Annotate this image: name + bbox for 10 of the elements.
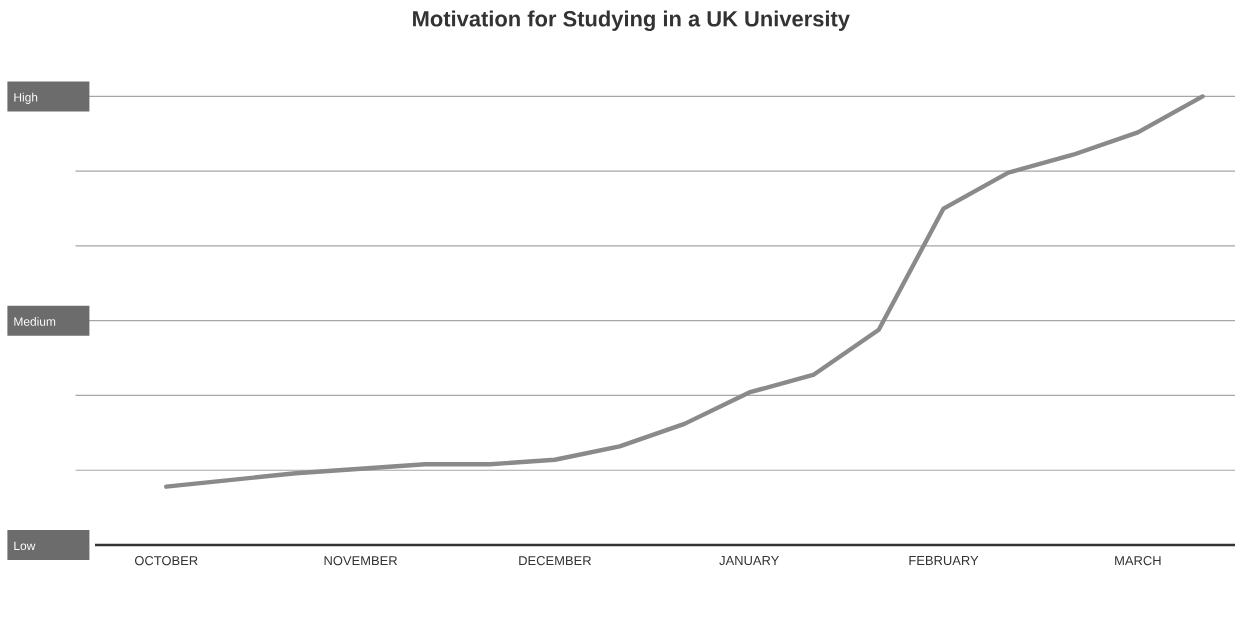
x-tick-label: NOVEMBER: [324, 556, 398, 566]
x-tick-label: MARCH: [1115, 556, 1161, 566]
text: Medium: [14, 317, 56, 326]
x-tick-label: JANUARY: [719, 556, 780, 566]
text: High: [14, 92, 38, 104]
text: Low: [14, 541, 36, 551]
x-tick-label: FEBRUARY: [909, 556, 979, 566]
x-tick-label: OCTOBER: [134, 556, 198, 566]
x-tick-label: DECEMBER: [519, 556, 591, 566]
chart-title: Motivation for Studying in a UK University: [413, 10, 850, 32]
